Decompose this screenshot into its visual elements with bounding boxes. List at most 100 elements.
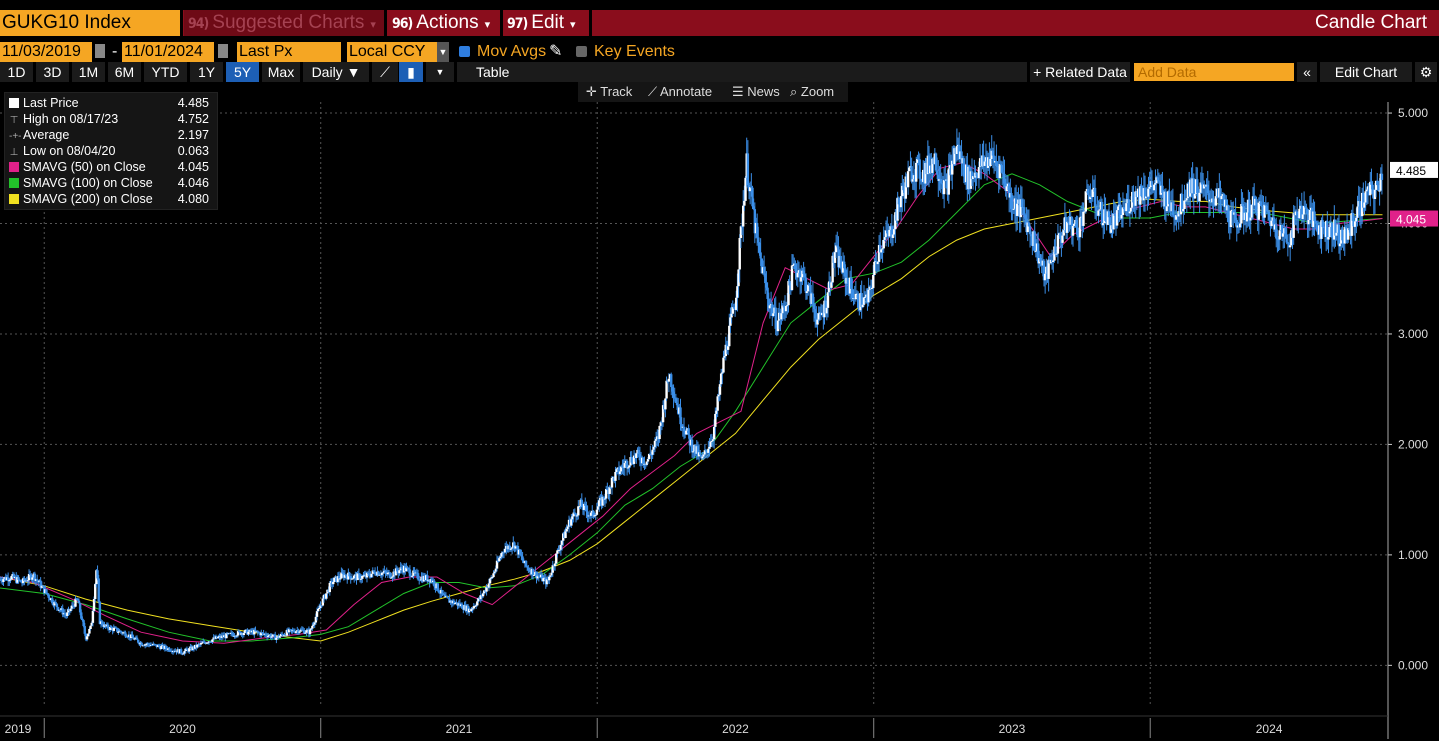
candle-body xyxy=(1314,221,1317,224)
table-button[interactable]: Table xyxy=(457,62,1027,82)
collapse-icon[interactable]: « xyxy=(1297,62,1317,82)
price-field-select[interactable]: Last Px xyxy=(237,42,341,62)
period-button[interactable]: 1M xyxy=(72,62,105,82)
pencil-icon[interactable]: ✎ xyxy=(549,43,563,60)
period-button[interactable]: YTD xyxy=(144,62,187,82)
candle-body xyxy=(1083,211,1086,213)
candle-body xyxy=(89,625,92,629)
period-button[interactable]: Max xyxy=(262,62,300,82)
candle-body xyxy=(496,560,500,562)
candle-body xyxy=(670,374,673,388)
candle-body xyxy=(610,477,614,488)
calendar-icon[interactable] xyxy=(218,44,228,58)
candle-body xyxy=(1376,180,1379,186)
zoom-tool[interactable]: ⌕ Zoom xyxy=(790,82,834,102)
candle-body xyxy=(969,171,973,189)
controls-bar: 11/03/2019 - 11/01/2024 Last Px Local CC… xyxy=(0,41,1439,63)
candle-body xyxy=(803,274,806,278)
period-button[interactable]: 6M xyxy=(108,62,141,82)
mov-avgs-checkbox[interactable] xyxy=(459,46,470,57)
end-date-field[interactable]: 11/01/2024 xyxy=(122,42,214,62)
suggested-charts-button[interactable]: 94) Suggested Charts ▾ xyxy=(184,10,384,36)
candle-body xyxy=(927,155,931,174)
candle-body xyxy=(1362,192,1365,208)
candle-body xyxy=(680,424,683,428)
candle-body xyxy=(26,580,30,582)
edit-chart-button[interactable]: Edit Chart xyxy=(1320,62,1412,82)
chart-type-dropdown-icon[interactable]: ▼ xyxy=(426,62,454,82)
add-data-input[interactable]: Add Data xyxy=(1134,63,1294,81)
candle-body xyxy=(256,631,260,633)
candle-body xyxy=(184,648,188,651)
edit-menu-button[interactable]: 97) Edit ▾ xyxy=(503,10,589,36)
candle-body xyxy=(1164,191,1168,212)
y-tick-label: 3.000 xyxy=(1398,327,1428,341)
candle-body xyxy=(66,612,69,616)
line-chart-icon[interactable]: ⟋ xyxy=(372,62,398,82)
legend-label: High on 08/17/23 xyxy=(23,112,119,126)
candle-body xyxy=(63,613,67,615)
candle-body xyxy=(528,570,531,572)
candle-body xyxy=(1220,196,1223,200)
candle-body xyxy=(915,162,918,182)
candle-body xyxy=(1212,198,1215,204)
menu-number: 97) xyxy=(507,16,528,32)
candle-body xyxy=(395,568,399,572)
candle-body xyxy=(352,575,356,579)
candle-body xyxy=(408,569,412,577)
candle-body xyxy=(1199,182,1202,193)
news-tool[interactable]: ☰ News xyxy=(732,82,780,102)
candle-body xyxy=(314,616,318,623)
key-events-checkbox[interactable] xyxy=(576,46,587,57)
ticker-field[interactable]: GUKG10 Index xyxy=(0,10,180,36)
annotate-tool[interactable]: ⟋ Annotate xyxy=(648,82,712,102)
candle-body xyxy=(437,590,441,593)
frequency-select[interactable]: Daily ▼ xyxy=(303,62,369,82)
candle-body xyxy=(1239,223,1242,228)
candle-body xyxy=(654,439,658,441)
candle-body xyxy=(1263,204,1266,218)
candle-body xyxy=(609,487,613,489)
calendar-icon[interactable] xyxy=(95,44,105,58)
period-button[interactable]: 3D xyxy=(36,62,69,82)
annotate-label: Annotate xyxy=(660,84,713,99)
candle-body xyxy=(718,384,722,395)
mov-avgs-label: Mov Avgs xyxy=(477,43,547,60)
candle-body xyxy=(132,637,135,640)
period-button[interactable]: 1Y xyxy=(190,62,223,82)
candle-body xyxy=(372,570,376,572)
candle-body xyxy=(182,653,185,655)
start-date-field[interactable]: 11/03/2019 xyxy=(0,42,92,62)
candle-body xyxy=(589,512,593,516)
candle-body xyxy=(1005,186,1009,192)
period-button[interactable]: 1D xyxy=(0,62,33,82)
candle-body xyxy=(551,565,554,573)
legend-row-low: ⊥ Low on 08/04/20 0.063 xyxy=(9,143,213,159)
period-button-active[interactable]: 5Y xyxy=(226,62,259,82)
currency-select[interactable]: Local CCY xyxy=(347,42,437,62)
candle-body xyxy=(1043,273,1047,281)
price-chart[interactable]: 0.0001.0002.0003.0004.0005.0002019202020… xyxy=(0,84,1439,741)
candle-body xyxy=(1016,203,1019,216)
candle-body xyxy=(658,425,661,440)
candle-body xyxy=(1047,259,1050,279)
related-data-button[interactable]: + Related Data xyxy=(1030,62,1130,82)
sma50-line xyxy=(0,162,1383,644)
actions-menu-button[interactable]: 96) Actions ▾ xyxy=(388,10,500,36)
candle-body xyxy=(765,283,768,288)
legend-label: SMAVG (100) on Close xyxy=(23,176,153,190)
candle-chart-icon[interactable]: ▮ xyxy=(399,62,423,82)
candle-body xyxy=(351,578,355,580)
candle-body xyxy=(653,440,657,447)
candle-body xyxy=(601,496,604,506)
chevron-down-icon[interactable]: ▼ xyxy=(437,42,449,62)
candle-body xyxy=(1090,196,1093,198)
track-tool[interactable]: ✛ Track xyxy=(586,82,632,102)
candle-body xyxy=(502,552,506,554)
candle-body xyxy=(584,503,587,506)
candle-body xyxy=(16,577,19,583)
candle-body xyxy=(315,611,319,617)
gear-icon[interactable]: ⚙ xyxy=(1415,62,1437,82)
candle-body xyxy=(359,578,363,580)
candle-body xyxy=(493,571,496,574)
